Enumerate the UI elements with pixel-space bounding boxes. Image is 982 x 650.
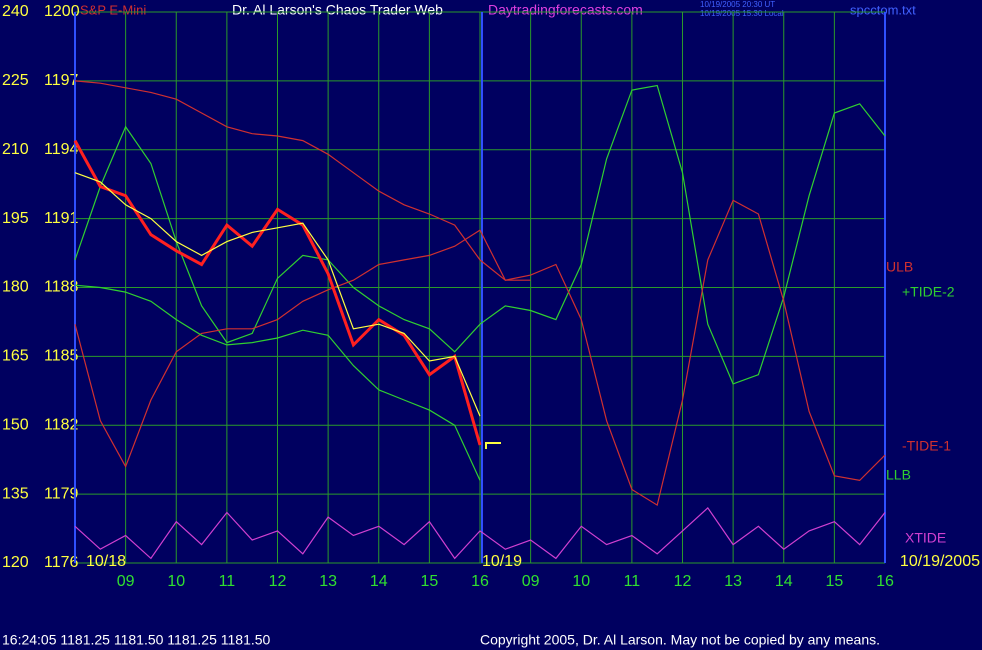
x-tick-label: 09 [522, 573, 540, 590]
x-tick-label: 16 [876, 573, 894, 590]
y-tick-label: 150 [2, 416, 29, 433]
x-tick-label: 11 [219, 573, 236, 590]
y2-tick-label: 1194 [44, 141, 79, 158]
series-label: ULB [886, 259, 913, 275]
x-tick-label: 11 [624, 573, 641, 590]
x-tick-label: 10 [167, 573, 185, 590]
file-name: spcctom.txt [850, 2, 916, 17]
date-label: 10/19/2005 [900, 553, 980, 570]
chart-subtitle: Daytradingforecasts.com [488, 2, 643, 18]
y2-tick-label: 1185 [44, 348, 79, 365]
series-line [74, 199, 886, 507]
x-tick-label: 13 [724, 573, 742, 590]
series-line [74, 506, 886, 560]
y-tick-label: 210 [2, 141, 29, 158]
series-label: XTIDE [905, 530, 946, 546]
y2-tick-label: 1188 [44, 279, 79, 296]
series-line [74, 172, 481, 417]
series-line [74, 84, 886, 385]
timestamp: 10/19/2005 15:30 Local [700, 9, 784, 18]
series-line [74, 284, 481, 481]
y-tick-label: 225 [2, 72, 29, 89]
chart-title: Dr. Al Larson's Chaos Trader Web [232, 2, 443, 18]
timestamp: 10/19/2005 20:30 UT [700, 0, 775, 9]
series-line [74, 80, 531, 281]
status: 16:24:05 1181.25 1181.50 1181.25 1181.50 [2, 632, 271, 648]
x-tick-label: 12 [674, 573, 692, 590]
y-tick-label: 165 [2, 348, 29, 365]
x-tick-label: 14 [370, 573, 388, 590]
y2-tick-label: 1176 [44, 554, 79, 571]
y-tick-label: 240 [2, 3, 29, 20]
series-label: +TIDE-2 [902, 284, 955, 300]
date-label: 10/18 [86, 553, 126, 570]
y2-tick-label: 1179 [44, 485, 79, 502]
x-tick-label: 13 [319, 573, 337, 590]
x-tick-label: 09 [117, 573, 135, 590]
x-tick-label: 16 [471, 573, 489, 590]
instrument: S&P E-Mini [80, 2, 146, 17]
y-tick-label: 180 [2, 279, 29, 296]
y2-tick-label: 1191 [44, 210, 79, 227]
copyright: Copyright 2005, Dr. Al Larson. May not b… [480, 632, 880, 648]
y2-tick-label: 1197 [44, 72, 79, 89]
series-label: -TIDE-1 [902, 438, 951, 454]
y-tick-label: 195 [2, 210, 29, 227]
last-price-marker [485, 442, 501, 449]
y-tick-label: 120 [2, 554, 29, 571]
y-tick-label: 135 [2, 485, 29, 502]
x-tick-label: 14 [775, 573, 793, 590]
y2-tick-label: 1200 [44, 3, 80, 20]
date-label: 10/19 [482, 553, 522, 570]
x-tick-label: 10 [572, 573, 590, 590]
y2-tick-label: 1182 [44, 416, 79, 433]
series-label: LLB [886, 467, 911, 483]
x-tick-label: 12 [269, 573, 287, 590]
x-tick-label: 15 [825, 573, 843, 590]
series-line [73, 139, 482, 446]
x-tick-label: 15 [420, 573, 438, 590]
